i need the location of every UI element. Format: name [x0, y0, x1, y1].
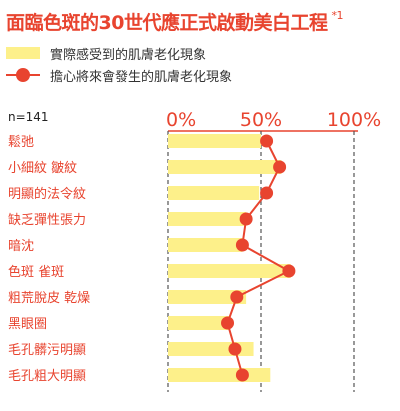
legend-item-worry: 擔心將來會發生的肌膚老化現象 [6, 66, 233, 85]
bar [168, 264, 291, 278]
legend-swatch-line [6, 68, 40, 82]
category-label: 鬆弛 [8, 135, 34, 150]
bar [168, 134, 261, 148]
category-label: 小細紋 皺紋 [8, 161, 77, 176]
bar [168, 212, 247, 226]
bar [168, 290, 247, 304]
category-label: 明顯的法令紋 [8, 186, 86, 202]
legend-swatch-bar [6, 47, 40, 59]
sample-size-label: n=141 [8, 110, 49, 124]
category-label: 毛孔髒污明顯 [8, 343, 86, 358]
category-label: 暗沈 [8, 239, 34, 254]
line-point [282, 264, 296, 278]
category-label: 黑眼圈 [8, 317, 47, 332]
category-label: 色斑 雀斑 [8, 264, 64, 280]
line-point [235, 238, 249, 252]
line-point [230, 290, 244, 304]
category-label: 缺乏彈性張力 [8, 213, 86, 228]
line-point [260, 186, 274, 200]
legend-label-actual: 實際感受到的肌膚老化現象 [50, 47, 207, 63]
bar [168, 316, 230, 330]
line-point [235, 368, 249, 382]
x-tick-label: 50% [240, 109, 282, 131]
chart-title: 面臨色斑的30世代應正式啟動美白工程 *1 [6, 8, 343, 35]
bar [168, 160, 282, 174]
line-point [228, 342, 242, 356]
line-point [239, 212, 253, 226]
category-label: 毛孔粗大明顯 [8, 369, 86, 384]
x-tick-label: 100% [327, 109, 381, 131]
bar [168, 368, 271, 382]
legend-item-actual: 實際感受到的肌膚老化現象 [6, 44, 207, 63]
category-label: 粗荒脫皮 乾燥 [8, 291, 90, 306]
line-point [221, 316, 235, 330]
bar [168, 186, 260, 200]
bar [168, 238, 243, 252]
line-point [260, 134, 274, 148]
worry-series-line [226, 140, 292, 376]
line-point [273, 160, 287, 174]
chart-title-text: 面臨色斑的30世代應正式啟動美白工程 [6, 12, 328, 34]
legend-label-worry: 擔心將來會發生的肌膚老化現象 [50, 69, 233, 85]
x-tick-label: 0% [166, 109, 196, 131]
title-footnote-mark: *1 [331, 9, 343, 22]
